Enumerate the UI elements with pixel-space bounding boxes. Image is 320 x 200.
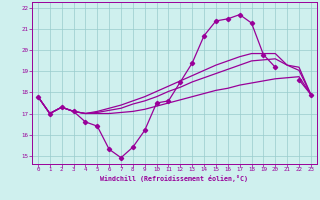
X-axis label: Windchill (Refroidissement éolien,°C): Windchill (Refroidissement éolien,°C) — [100, 175, 248, 182]
